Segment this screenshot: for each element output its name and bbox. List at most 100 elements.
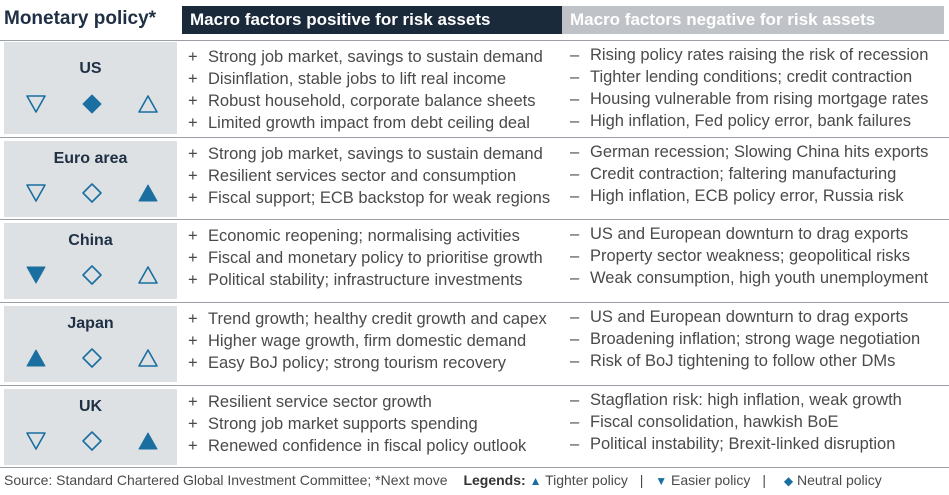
list-item: – Stagflation risk: high inflation, weak … xyxy=(570,389,902,411)
positive-factors-list: + Strong job market, savings to sustain d… xyxy=(188,143,550,209)
minus-marker: – xyxy=(570,391,580,409)
diamond-icon xyxy=(80,263,104,287)
list-item: – Housing vulnerable from rising mortgage… xyxy=(570,88,928,110)
divider xyxy=(0,385,949,386)
list-item: – Broadening inflation; strong wage negot… xyxy=(570,328,920,350)
minus-marker: – xyxy=(570,352,580,370)
list-item: – Weak consumption, high youth unemployme… xyxy=(570,267,928,289)
negative-factor-text: High inflation, Fed policy error, bank f… xyxy=(590,112,911,130)
list-item: + Strong job market, savings to sustain d… xyxy=(188,46,543,68)
list-item: – Fiscal consolidation, hawkish BoE xyxy=(570,411,902,433)
region-cell: Euro area xyxy=(4,141,177,217)
positive-factor-text: Robust household, corporate balance shee… xyxy=(208,92,536,110)
positive-factor-text: Strong job market supports spending xyxy=(208,415,478,433)
divider xyxy=(0,137,949,138)
list-item: + Economic reopening; normalising activit… xyxy=(188,225,543,247)
positive-factor-text: Resilient service sector growth xyxy=(208,393,432,411)
list-item: + Resilient services sector and consumpti… xyxy=(188,165,550,187)
negative-factor-text: Political instability; Brexit-linked dis… xyxy=(590,435,896,453)
source-note: Source: Standard Chartered Global Invest… xyxy=(4,472,448,488)
negative-factor-text: Broadening inflation; strong wage negoti… xyxy=(590,330,921,348)
plus-marker: + xyxy=(188,393,198,411)
positive-factors-list: + Resilient service sector growth + Strong … xyxy=(188,391,526,457)
minus-marker: – xyxy=(570,187,580,205)
region-cell: US xyxy=(4,42,177,134)
plus-marker: + xyxy=(188,354,198,372)
list-item: – Rising policy rates raising the risk of… xyxy=(570,44,928,66)
diamond-icon xyxy=(80,181,104,205)
legend-tighter: Tighter policy xyxy=(545,472,628,488)
plus-marker: + xyxy=(188,48,198,66)
list-item: + Resilient service sector growth xyxy=(188,391,526,413)
minus-marker: – xyxy=(570,435,580,453)
diamond-icon: ◆ xyxy=(783,474,794,488)
list-item: + Trend growth; healthy credit growth and… xyxy=(188,308,547,330)
list-item: + Renewed confidence in fiscal policy out… xyxy=(188,435,526,457)
legends-label: Legends: xyxy=(463,472,526,488)
region-name: Japan xyxy=(67,315,114,332)
list-item: – Property sector weakness; geopolitical … xyxy=(570,245,928,267)
negative-factor-text: Rising policy rates raising the risk of … xyxy=(590,46,929,64)
up-triangle-icon: ▲ xyxy=(529,474,542,488)
region-name: US xyxy=(79,60,102,77)
positive-factor-text: Strong job market, savings to sustain de… xyxy=(208,48,543,66)
minus-marker: – xyxy=(570,413,580,431)
diamond-icon xyxy=(80,92,104,116)
negative-factor-text: Stagflation risk: high inflation, weak g… xyxy=(590,391,902,409)
list-item: – US and European downturn to drag export… xyxy=(570,223,928,245)
plus-marker: + xyxy=(188,189,198,207)
minus-marker: – xyxy=(570,46,580,64)
plus-marker: + xyxy=(188,332,198,350)
down-triangle-icon xyxy=(24,429,48,453)
footer: Source: Standard Chartered Global Invest… xyxy=(4,472,882,488)
plus-marker: + xyxy=(188,114,198,132)
plus-marker: + xyxy=(188,145,198,163)
list-item: + Easy BoJ policy; strong tourism recover… xyxy=(188,352,547,374)
positive-factor-text: Economic reopening; normalising activiti… xyxy=(208,227,520,245)
down-triangle-icon xyxy=(24,181,48,205)
negative-factor-text: Tighter lending conditions; credit contr… xyxy=(590,68,913,86)
minus-marker: – xyxy=(570,269,580,287)
minus-marker: – xyxy=(570,330,580,348)
positive-factors-header: Macro factors positive for risk assets xyxy=(182,6,562,34)
negative-factor-text: Housing vulnerable from rising mortgage … xyxy=(590,90,929,108)
legend-separator: | xyxy=(762,472,766,488)
positive-factor-text: Fiscal and monetary policy to prioritise… xyxy=(208,249,543,267)
positive-factor-text: Fiscal support; ECB backstop for weak re… xyxy=(208,189,551,207)
list-item: – German recession; Slowing China hits ex… xyxy=(570,141,928,163)
up-triangle-icon xyxy=(136,181,160,205)
negative-factors-list: – Rising policy rates raising the risk of… xyxy=(570,44,928,132)
negative-factors-header: Macro factors negative for risk assets xyxy=(562,6,944,34)
list-item: – Political instability; Brexit-linked di… xyxy=(570,433,902,455)
positive-factor-text: Political stability; infrastructure inve… xyxy=(208,271,523,289)
negative-factors-list: – US and European downturn to drag export… xyxy=(570,306,920,372)
plus-marker: + xyxy=(188,271,198,289)
positive-factor-text: Resilient services sector and consumptio… xyxy=(208,167,517,185)
list-item: – Tighter lending conditions; credit cont… xyxy=(570,66,928,88)
diamond-icon xyxy=(80,346,104,370)
region-cell: Japan xyxy=(4,306,177,382)
list-item: + Political stability; infrastructure inv… xyxy=(188,269,543,291)
region-name: Euro area xyxy=(53,150,128,167)
list-item: – US and European downturn to drag export… xyxy=(570,306,920,328)
up-triangle-icon xyxy=(24,346,48,370)
negative-factor-text: High inflation, ECB policy error, Russia… xyxy=(590,187,904,205)
plus-marker: + xyxy=(188,415,198,433)
up-triangle-icon xyxy=(136,92,160,116)
positive-factor-text: Easy BoJ policy; strong tourism recovery xyxy=(208,354,507,372)
plus-marker: + xyxy=(188,227,198,245)
down-triangle-icon xyxy=(24,92,48,116)
minus-marker: – xyxy=(570,143,580,161)
negative-factors-list: – US and European downturn to drag export… xyxy=(570,223,928,289)
plus-marker: + xyxy=(188,92,198,110)
list-item: + Limited growth impact from debt ceiling… xyxy=(188,112,543,134)
down-triangle-icon: ▼ xyxy=(655,474,668,488)
negative-factor-text: US and European downturn to drag exports xyxy=(590,308,909,326)
list-item: + Strong job market supports spending xyxy=(188,413,526,435)
minus-marker: – xyxy=(570,225,580,243)
legend-easier: Easier policy xyxy=(671,472,751,488)
region-cell: China xyxy=(4,223,177,299)
list-item: + Higher wage growth, firm domestic deman… xyxy=(188,330,547,352)
negative-factor-text: Property sector weakness; geopolitical r… xyxy=(590,247,911,265)
list-item: – High inflation, ECB policy error, Russi… xyxy=(570,185,928,207)
